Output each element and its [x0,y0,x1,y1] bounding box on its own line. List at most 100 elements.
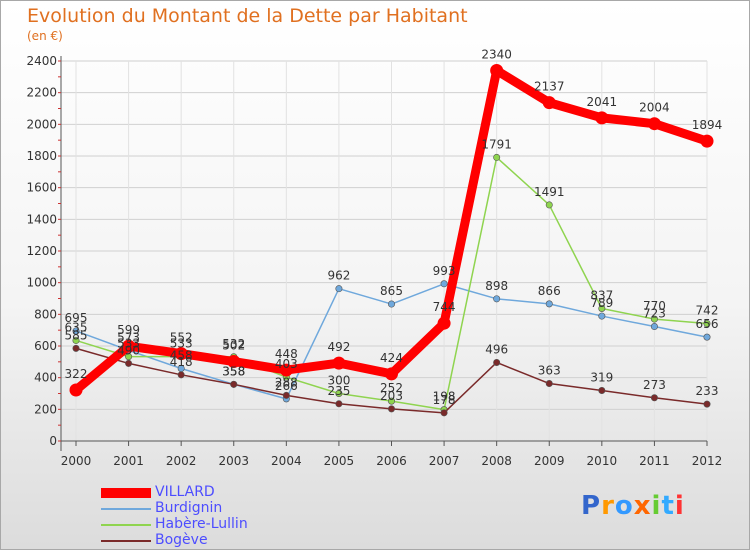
y-tick-label: 1200 [26,244,57,258]
data-point [387,397,395,405]
data-point [545,300,553,308]
chart-title: Evolution du Montant de la Dette par Hab… [27,5,468,27]
x-tick-label: 2011 [639,454,670,468]
data-label: 358 [222,364,245,378]
logo-letter: x [633,491,652,521]
data-label: 319 [590,370,613,384]
data-label: 300 [327,374,350,388]
y-tick-label: 1000 [26,276,57,290]
data-label: 1491 [534,185,565,199]
data-label: 403 [275,357,298,371]
data-point [650,323,658,331]
data-label: 742 [696,304,719,318]
data-point [69,383,83,397]
data-point [490,64,504,77]
legend-item: VILLARD [101,484,361,501]
data-point [174,347,188,361]
data-label: 656 [696,317,719,331]
x-tick-label: 2005 [324,454,355,468]
data-label: 723 [643,307,666,321]
data-point [72,327,80,335]
data-point [440,280,448,288]
x-tick-label: 2009 [534,454,565,468]
legend-swatch [101,540,151,542]
y-tick-label: 2200 [26,86,57,100]
legend-label: Habère-Lullin [155,516,248,532]
data-point [122,339,136,353]
data-label: 2137 [534,80,565,94]
data-point [703,320,711,328]
logo-letter: i [651,491,662,521]
data-label: 502 [222,339,245,353]
data-point [335,285,343,293]
y-tick-label: 600 [34,339,57,353]
data-label: 533 [117,337,140,351]
data-label: 865 [380,284,403,298]
logo-letter: o [614,491,634,521]
data-point [598,304,606,312]
x-tick-label: 2007 [429,454,460,468]
logo-letter: r [601,491,615,521]
legend-label: Burdignin [155,500,223,516]
data-point [493,153,501,161]
legend-swatch [101,508,151,510]
data-label: 2041 [587,95,618,109]
data-label: 1791 [481,137,512,151]
data-label: 866 [538,284,561,298]
data-label: 552 [170,331,193,345]
data-label: 695 [65,311,88,325]
x-tick-label: 2012 [692,454,723,468]
x-tick-label: 2006 [376,454,407,468]
data-label: 635 [65,320,88,334]
data-point [440,409,448,417]
data-label: 235 [327,384,350,398]
x-tick-label: 2004 [271,454,302,468]
data-point [542,96,556,110]
data-label: 178 [433,393,456,407]
data-point [335,389,343,397]
legend-label: Bogève [155,532,208,548]
data-label: 252 [380,381,403,395]
chart-legend: VILLARD Burdignin Habère-Lullin Bogève [101,484,361,549]
legend-swatch [101,524,151,526]
data-label: 418 [170,355,193,369]
y-tick-label: 2400 [26,54,57,68]
y-tick-label: 800 [34,307,57,321]
data-point [650,394,658,402]
data-label: 993 [433,264,456,278]
data-point [598,386,606,394]
data-point [545,380,553,388]
data-label: 424 [380,351,403,365]
data-label: 322 [65,367,88,381]
logo-letter: i [674,491,685,521]
data-point [387,300,395,308]
y-tick-label: 200 [34,402,57,416]
data-point [282,391,290,399]
data-label: 448 [275,347,298,361]
chart-subtitle: (en €) [27,29,63,43]
data-label: 363 [538,364,561,378]
y-tick-label: 0 [49,434,57,448]
data-label: 898 [485,279,508,293]
data-label: 573 [117,330,140,344]
x-tick-label: 2000 [61,454,92,468]
data-point [230,380,238,388]
data-label: 2004 [639,101,670,115]
data-point [279,363,293,377]
legend-item: Burdignin [101,500,361,517]
y-tick-label: 2000 [26,117,57,131]
logo-letter: t [661,491,675,521]
data-label: 266 [275,379,298,393]
data-point [493,295,501,303]
y-tick-label: 1600 [26,181,57,195]
data-label: 496 [485,342,508,356]
data-point [125,353,133,361]
data-point [545,201,553,209]
proxiti-logo: Proxiti [581,491,685,521]
data-point [72,336,80,344]
logo-letter: P [581,491,602,521]
data-point [125,359,133,367]
data-point [700,134,714,148]
